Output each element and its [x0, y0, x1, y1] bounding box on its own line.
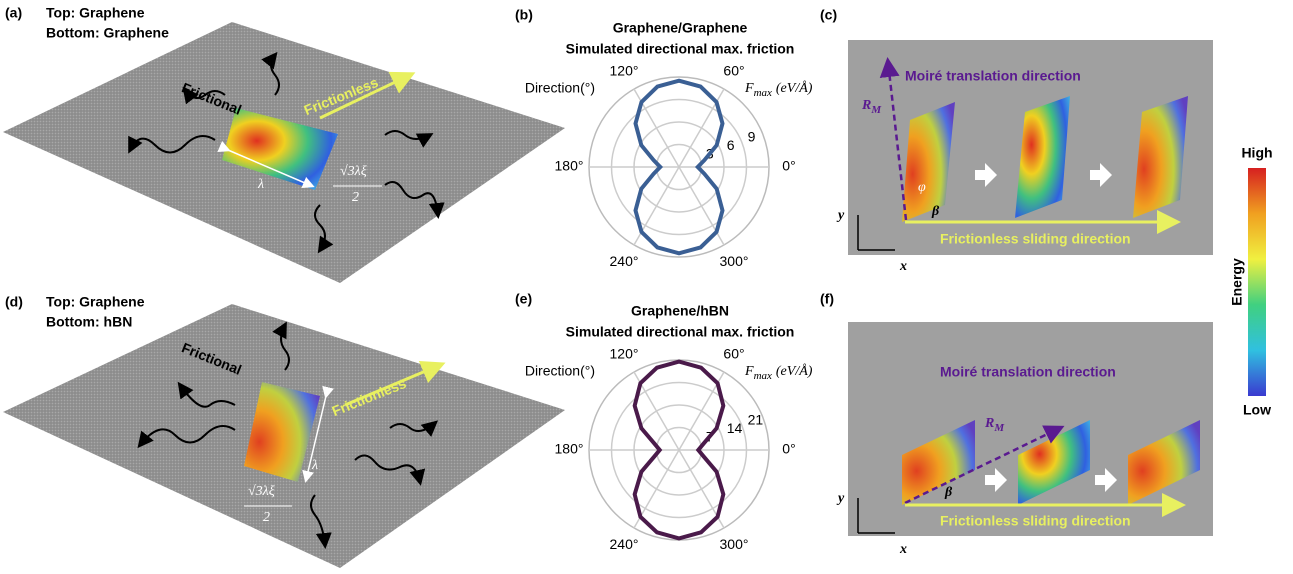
rm: R — [984, 416, 994, 431]
rm-sub: M — [993, 422, 1005, 434]
moire-label: Moiré translation direction — [905, 68, 1081, 84]
width-num: √3λξ — [340, 164, 367, 179]
top-layer: Top: Graphene — [46, 5, 145, 21]
beta: β — [944, 485, 953, 500]
r-label-unit: (eV/Å) — [776, 80, 813, 96]
colorbar: High Low Energy — [1229, 145, 1273, 418]
theta-tick-label: 120° — [610, 62, 639, 78]
top-layer: Top: Graphene — [46, 294, 145, 310]
phi: φ — [918, 180, 926, 195]
theta-tick-label: 240° — [610, 253, 639, 269]
theta-tick-label: 300° — [720, 253, 749, 269]
panel-f: (f) Moiré translation direction RM β Fri… — [820, 291, 1213, 558]
r-label: F — [744, 81, 754, 96]
panel-a: (a) Top: Graphene Bottom: Graphene Frict… — [3, 5, 565, 283]
rm: R — [861, 98, 871, 113]
figure: (a) Top: Graphene Bottom: Graphene Frict… — [0, 0, 1293, 574]
r-axis-label: Fmax (eV/Å) — [744, 80, 813, 98]
panel-label: (a) — [5, 5, 22, 21]
colorbar-high: High — [1241, 145, 1272, 161]
colorbar-gradient — [1248, 168, 1266, 396]
sliding-label: Frictionless sliding direction — [940, 513, 1131, 529]
theta-axis-label: Direction(°) — [525, 363, 595, 379]
width-num: √3λξ — [248, 484, 275, 499]
x-label: x — [899, 542, 907, 557]
y-label: y — [836, 208, 845, 223]
beta: β — [931, 204, 940, 219]
chart-subtitle: Simulated directional max. friction — [566, 324, 795, 340]
chart-subtitle: Simulated directional max. friction — [566, 41, 795, 57]
theta-tick-label: 180° — [555, 441, 584, 457]
width-den: 2 — [263, 510, 270, 525]
r-label-unit: (eV/Å) — [776, 363, 813, 379]
theta-tick-label: 300° — [720, 536, 749, 552]
rm-sub: M — [870, 104, 882, 116]
chart-title: Graphene/Graphene — [613, 20, 748, 36]
chart-title: Graphene/hBN — [631, 303, 729, 319]
panel-label: (c) — [820, 7, 837, 23]
width-den: 2 — [352, 190, 359, 205]
r-axis-label: Fmax (eV/Å) — [744, 363, 813, 381]
r-tick-label: 9 — [748, 128, 756, 144]
theta-tick-label: 180° — [555, 158, 584, 174]
panel-label: (b) — [515, 7, 533, 23]
theta-tick-label: 120° — [610, 345, 639, 361]
r-label: F — [744, 364, 754, 379]
theta-tick-label: 0° — [782, 158, 795, 174]
r-label-sub: max — [754, 87, 772, 99]
polar-chart: Graphene/Graphene Simulated directional m… — [525, 20, 813, 269]
lambda: λ — [257, 177, 264, 192]
r-tick-label: 21 — [748, 411, 764, 427]
colorbar-title: Energy — [1229, 258, 1245, 306]
colorbar-low: Low — [1243, 402, 1271, 418]
lambda: λ — [311, 458, 318, 473]
panel-c: (c) Moiré translation direction RM φ β F… — [820, 7, 1213, 275]
x-label: x — [899, 259, 907, 274]
bottom-layer: Bottom: hBN — [46, 314, 132, 330]
theta-tick-label: 60° — [723, 345, 744, 361]
r-tick-label: 6 — [727, 137, 735, 153]
theta-tick-label: 60° — [723, 62, 744, 78]
bottom-layer: Bottom: Graphene — [46, 25, 169, 41]
panel-label: (e) — [515, 291, 532, 307]
theta-tick-label: 240° — [610, 536, 639, 552]
moire-label: Moiré translation direction — [940, 364, 1116, 380]
y-label: y — [836, 491, 845, 506]
theta-axis-label: Direction(°) — [525, 80, 595, 96]
panel-d: (d) Top: Graphene Bottom: hBN Frictional… — [3, 294, 565, 568]
theta-tick-label: 0° — [782, 441, 795, 457]
panel-label: (f) — [820, 291, 834, 307]
polar-chart: Graphene/hBN Simulated directional max. f… — [525, 303, 813, 552]
panel-label: (d) — [5, 294, 23, 310]
r-label-sub: max — [754, 370, 772, 382]
sliding-label: Frictionless sliding direction — [940, 231, 1131, 247]
